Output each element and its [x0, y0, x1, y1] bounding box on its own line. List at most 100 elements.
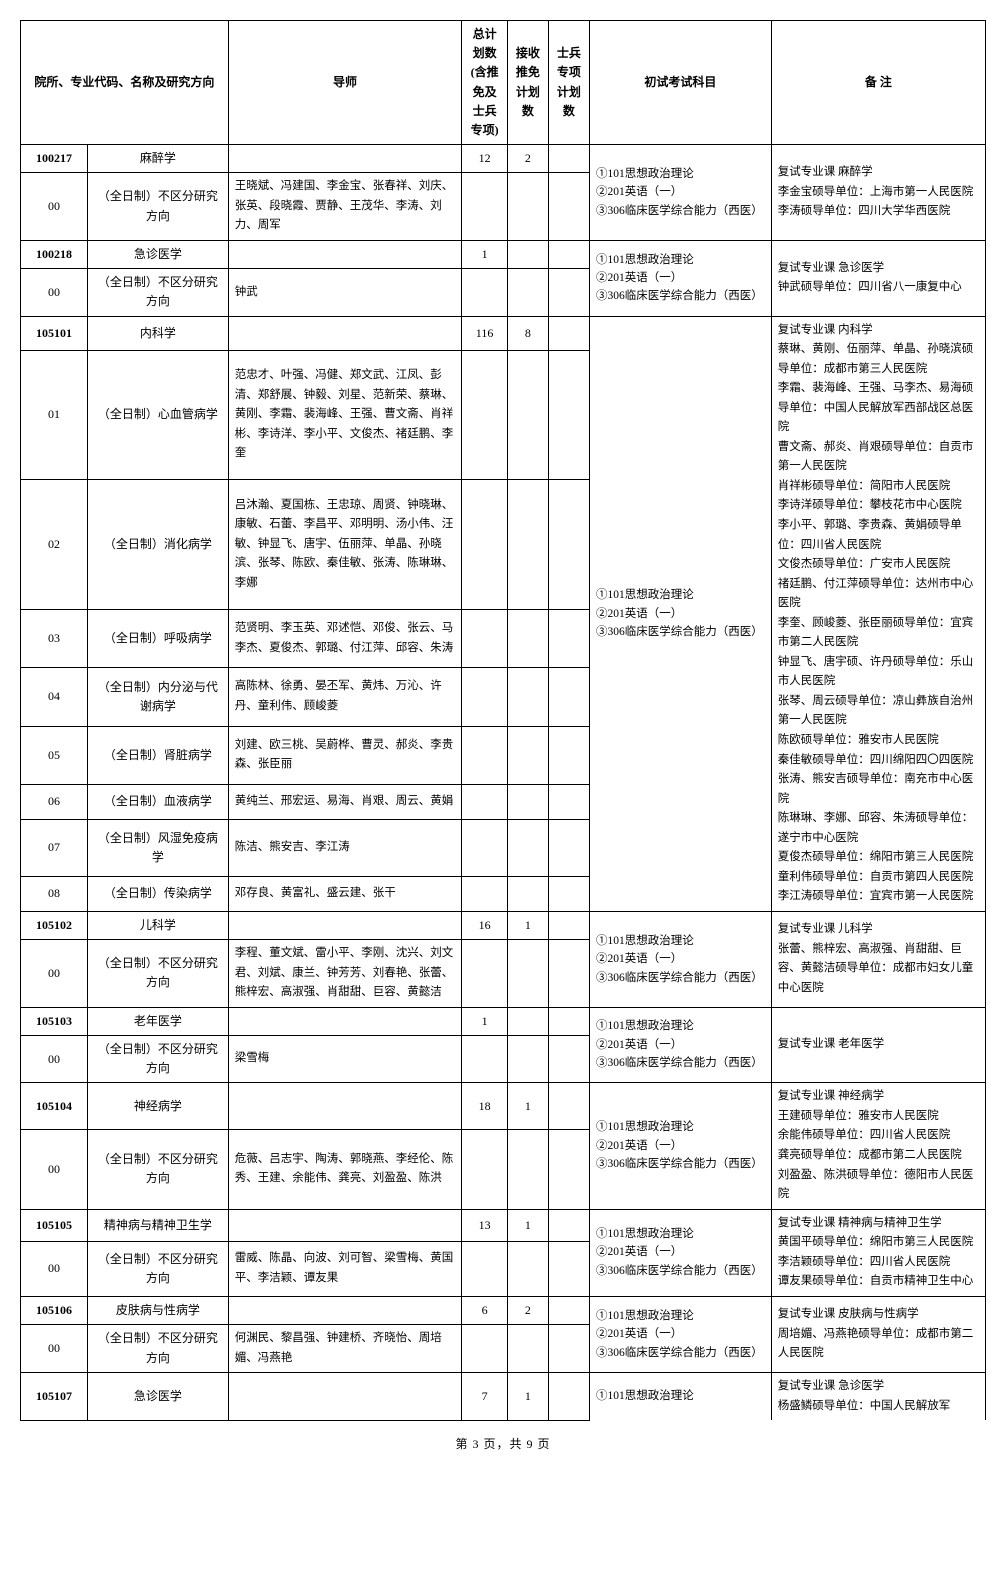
cell-teacher: 危薇、吕志宇、陶涛、郭晓燕、李经伦、陈秀、王建、余能伟、龚亮、刘盈盈、陈洪	[228, 1129, 462, 1209]
cell-teacher: 邓存良、黄富礼、盛云建、张干	[228, 877, 462, 912]
cell-note: 复试专业课 内科学蔡琳、黄刚、伍丽萍、单晶、孙晓滨硕导单位：成都市第三人民医院李…	[771, 316, 985, 911]
cell-soldier	[548, 1373, 589, 1421]
cell-rec: 1	[507, 1209, 548, 1241]
cell-exam: ①101思想政治理论②201英语（一）③306临床医学综合能力（西医）	[589, 240, 771, 316]
cell-name: 内科学	[88, 316, 229, 350]
cell-name: 急诊医学	[88, 240, 229, 268]
cell-note: 复试专业课 麻醉学李金宝硕导单位：上海市第一人民医院李涛硕导单位：四川大学华西医…	[771, 145, 985, 241]
cell-soldier	[548, 145, 589, 173]
table-row: 100218 急诊医学 1 ①101思想政治理论②201英语（一）③306临床医…	[21, 240, 986, 268]
cell-code: 105103	[21, 1007, 88, 1035]
table-row: 105107 急诊医学 7 1 ①101思想政治理论 复试专业课 急诊医学杨盛鳞…	[21, 1373, 986, 1421]
cell-plan: 13	[462, 1209, 507, 1241]
cell-teacher	[228, 1209, 462, 1241]
cell-code: 105104	[21, 1083, 88, 1130]
cell-plan: 116	[462, 316, 507, 350]
cell-teacher: 范贤明、李玉英、邓述恺、邓俊、张云、马李杰、夏俊杰、郭璐、付江萍、邱容、朱涛	[228, 609, 462, 667]
cell-soldier	[548, 316, 589, 350]
cell-name: 神经病学	[88, 1083, 229, 1130]
cell-teacher: 王晓斌、冯建国、李金宝、张春祥、刘庆、张英、段晓霞、贾静、王茂华、李涛、刘力、周…	[228, 173, 462, 241]
h-col7: 备 注	[771, 21, 985, 145]
cell-name: （全日制）肾脏病学	[88, 726, 229, 784]
cell-teacher	[228, 1296, 462, 1324]
cell-note: 复试专业课 急诊医学杨盛鳞硕导单位：中国人民解放军	[771, 1373, 985, 1421]
cell-name: （全日制）传染病学	[88, 877, 229, 912]
cell-exam: ①101思想政治理论②201英语（一）③306临床医学综合能力（西医）	[589, 316, 771, 911]
cell-rec: 1	[507, 911, 548, 939]
table-row: 105101 内科学 116 8 ①101思想政治理论②201英语（一）③306…	[21, 316, 986, 350]
table-row: 105105 精神病与精神卫生学 13 1 ①101思想政治理论②201英语（一…	[21, 1209, 986, 1241]
cell-plan: 18	[462, 1083, 507, 1130]
cell-name: （全日制）心血管病学	[88, 350, 229, 480]
cell-exam: ①101思想政治理论②201英语（一）③306临床医学综合能力（西医）	[589, 1083, 771, 1209]
h-col5: 士兵专项计划数	[548, 21, 589, 145]
h-col4: 接收推免计划数	[507, 21, 548, 145]
cell-name: （全日制）不区分研究方向	[88, 1035, 229, 1082]
cell-teacher: 黄纯兰、邢宏运、易海、肖艰、周云、黄娟	[228, 785, 462, 820]
cell-teacher: 梁雪梅	[228, 1035, 462, 1082]
cell-rec: 1	[507, 1373, 548, 1421]
cell-name: （全日制）不区分研究方向	[88, 940, 229, 1008]
cell-teacher: 何渊民、黎昌强、钟建桥、齐晓怡、周培媚、冯燕艳	[228, 1324, 462, 1372]
cell-plan	[462, 173, 507, 241]
cell-teacher: 陈洁、熊安吉、李江涛	[228, 819, 462, 877]
cell-soldier	[548, 911, 589, 939]
cell-exam: ①101思想政治理论②201英语（一）③306临床医学综合能力（西医）	[589, 1209, 771, 1296]
cell-rec	[507, 1007, 548, 1035]
cell-teacher	[228, 1373, 462, 1421]
cell-code: 08	[21, 877, 88, 912]
cell-teacher	[228, 1083, 462, 1130]
cell-rec: 1	[507, 1083, 548, 1130]
cell-soldier	[548, 1083, 589, 1130]
page-container: 院所、专业代码、名称及研究方向 导师 总计划数(含推免及士兵专项) 接收推免计划…	[20, 20, 986, 1452]
header-row: 院所、专业代码、名称及研究方向 导师 总计划数(含推免及士兵专项) 接收推免计划…	[21, 21, 986, 145]
cell-teacher: 钟武	[228, 269, 462, 316]
cell-rec	[507, 269, 548, 316]
cell-name: （全日制）血液病学	[88, 785, 229, 820]
cell-code: 00	[21, 1241, 88, 1296]
cell-teacher: 李程、董文斌、雷小平、李刚、沈兴、刘文君、刘斌、康兰、钟芳芳、刘春艳、张蕾、熊梓…	[228, 940, 462, 1008]
cell-code: 02	[21, 480, 88, 610]
h-col6: 初试考试科目	[589, 21, 771, 145]
cell-code: 105101	[21, 316, 88, 350]
cell-name: 精神病与精神卫生学	[88, 1209, 229, 1241]
cell-teacher: 刘建、欧三桃、吴蔚桦、曹灵、郝炎、李贵森、张臣丽	[228, 726, 462, 784]
cell-rec: 2	[507, 145, 548, 173]
cell-soldier	[548, 240, 589, 268]
cell-code: 00	[21, 269, 88, 316]
cell-exam: ①101思想政治理论②201英语（一）③306临床医学综合能力（西医）	[589, 145, 771, 241]
cell-exam: ①101思想政治理论②201英语（一）③306临床医学综合能力（西医）	[589, 1007, 771, 1083]
cell-name: 老年医学	[88, 1007, 229, 1035]
cell-teacher	[228, 316, 462, 350]
cell-name: （全日制）风湿免疫病学	[88, 819, 229, 877]
cell-name: （全日制）消化病学	[88, 480, 229, 610]
cell-name: （全日制）不区分研究方向	[88, 173, 229, 241]
cell-teacher	[228, 145, 462, 173]
cell-code: 00	[21, 940, 88, 1008]
cell-rec	[507, 240, 548, 268]
cell-code: 04	[21, 668, 88, 726]
cell-name: （全日制）不区分研究方向	[88, 269, 229, 316]
cell-soldier	[548, 1209, 589, 1241]
cell-code: 105107	[21, 1373, 88, 1421]
cell-plan	[462, 269, 507, 316]
table-row: 105103 老年医学 1 ①101思想政治理论②201英语（一）③306临床医…	[21, 1007, 986, 1035]
cell-code: 105102	[21, 911, 88, 939]
cell-plan: 6	[462, 1296, 507, 1324]
cell-plan: 12	[462, 145, 507, 173]
cell-rec	[507, 173, 548, 241]
cell-code: 05	[21, 726, 88, 784]
cell-code: 00	[21, 1035, 88, 1082]
cell-soldier	[548, 173, 589, 241]
h-col2: 导师	[228, 21, 462, 145]
cell-note: 复试专业课 老年医学	[771, 1007, 985, 1083]
page-footer: 第 3 页，共 9 页	[20, 1435, 986, 1452]
cell-code: 00	[21, 173, 88, 241]
cell-plan: 16	[462, 911, 507, 939]
table-row: 105102 儿科学 16 1 ①101思想政治理论②201英语（一）③306临…	[21, 911, 986, 939]
table-row: 105104 神经病学 18 1 ①101思想政治理论②201英语（一）③306…	[21, 1083, 986, 1130]
cell-note: 复试专业课 急诊医学钟武硕导单位：四川省八一康复中心	[771, 240, 985, 316]
cell-code: 105105	[21, 1209, 88, 1241]
cell-name: （全日制）不区分研究方向	[88, 1241, 229, 1296]
cell-teacher	[228, 240, 462, 268]
